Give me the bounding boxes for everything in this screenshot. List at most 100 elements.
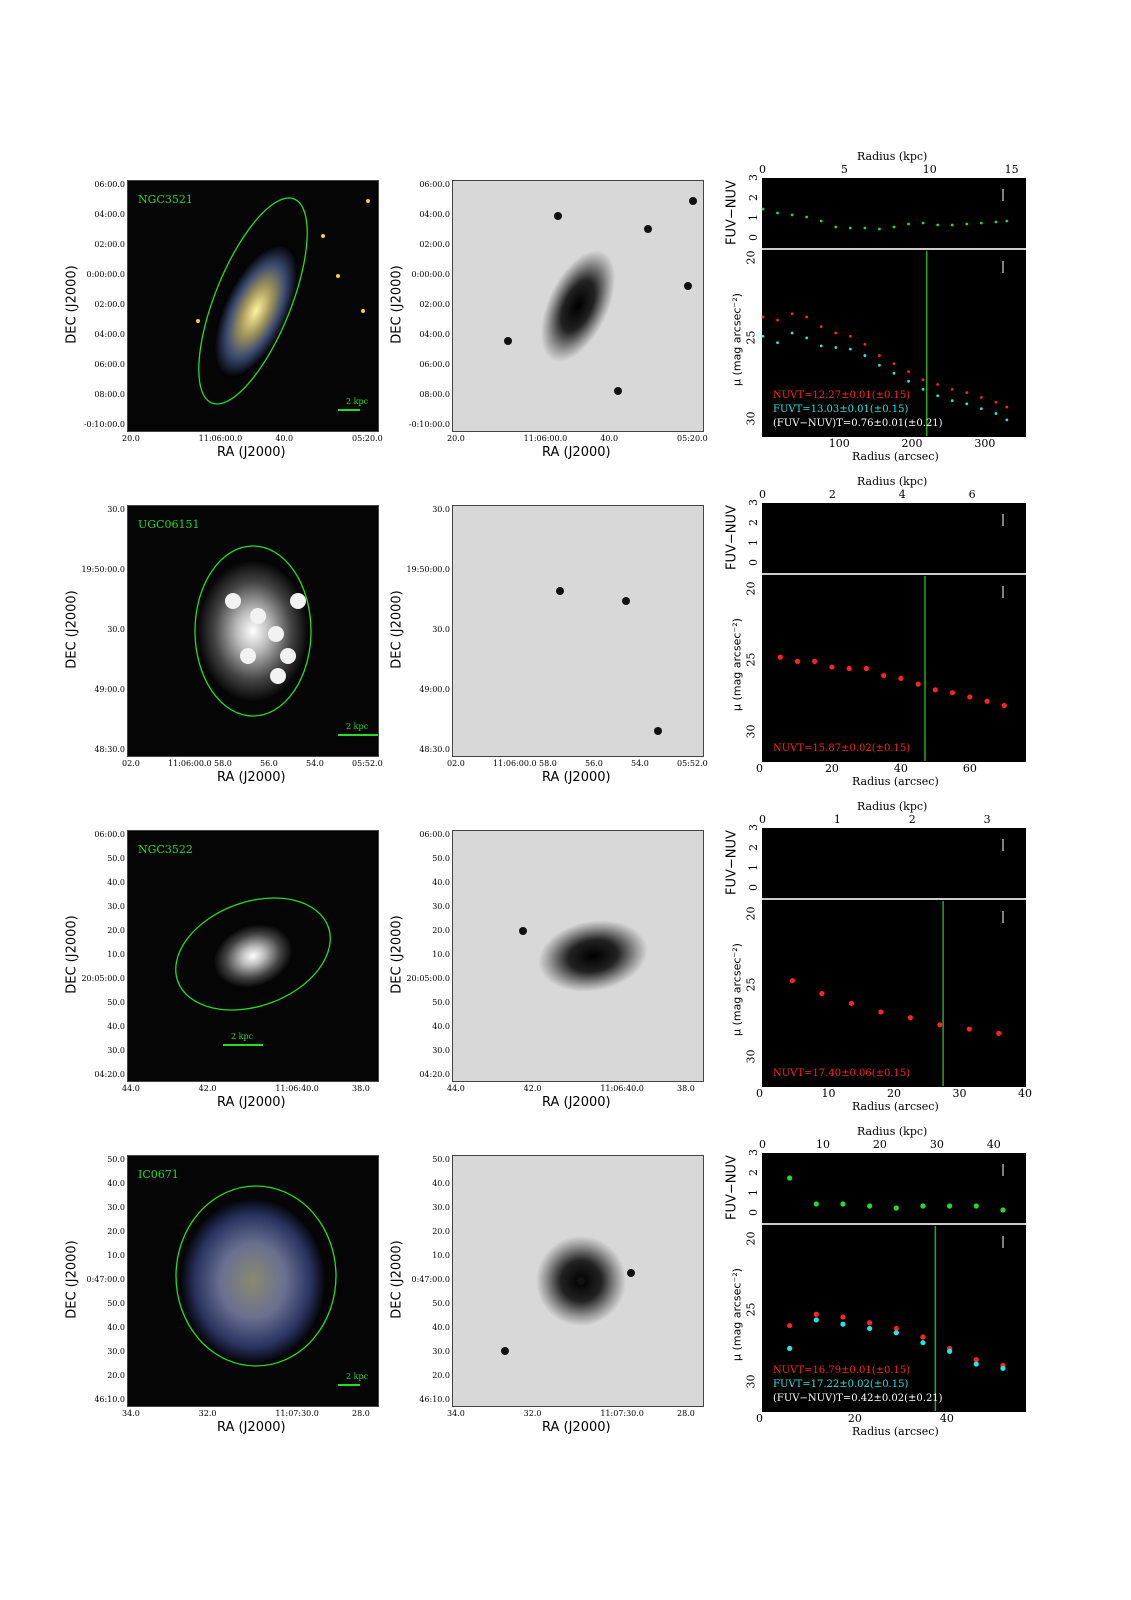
color-tick: 3 xyxy=(747,824,760,831)
data-point xyxy=(812,658,818,664)
optical-dec-tick: 06:00.0 xyxy=(419,830,450,839)
optical-image-canvas xyxy=(504,197,697,395)
mu-plot xyxy=(787,1226,1006,1411)
uv-ra-tick: 32.0 xyxy=(198,1409,217,1418)
data-point xyxy=(805,336,809,340)
color-tick: 2 xyxy=(747,844,760,851)
field-star xyxy=(554,212,562,220)
uv-ra-tick: 38.0 xyxy=(352,1084,370,1093)
field-star xyxy=(501,1347,509,1355)
optical-dec-label: DEC (J2000) xyxy=(389,265,405,344)
arcsec-tick: 20 xyxy=(887,1087,901,1100)
optical-dec-tick: 30.0 xyxy=(432,505,450,514)
arcsec-tick: 20 xyxy=(824,762,839,775)
mu-tick: 20 xyxy=(744,906,758,921)
optical-dec-tick: 50.0 xyxy=(432,1299,450,1308)
scale-bar xyxy=(338,1384,360,1386)
data-point xyxy=(892,371,896,375)
data-point xyxy=(920,1334,926,1340)
data-point xyxy=(878,363,881,367)
uv-ra-label: RA (J2000) xyxy=(217,445,286,460)
uv-dec-tick: 30.0 xyxy=(107,902,125,911)
data-point xyxy=(813,1201,819,1207)
mu-plot xyxy=(789,901,1004,1086)
color-tick: 0 xyxy=(747,1209,760,1216)
uv-ra-label: RA (J2000) xyxy=(217,1095,286,1110)
data-point xyxy=(965,402,969,406)
uv-ra-tick: 28.0 xyxy=(352,1409,370,1418)
data-point xyxy=(1001,702,1007,709)
arcsec-tick: 40 xyxy=(1018,1087,1032,1100)
kpc-tick: 2 xyxy=(828,488,836,501)
arcsec-tick: 0 xyxy=(756,1087,763,1100)
uv-dec-tick: 08:00.0 xyxy=(94,390,125,399)
optical-image xyxy=(452,180,704,432)
aperture-ellipse xyxy=(175,1185,337,1367)
mu-tick: 25 xyxy=(744,977,758,992)
data-point xyxy=(790,213,794,217)
mu-tick: 30 xyxy=(744,411,758,426)
data-point xyxy=(892,362,896,366)
panel-divider xyxy=(762,1223,1026,1225)
optical-dec-tick: 19:50:00.0 xyxy=(406,565,450,574)
optical-ra-tick: 20.0 xyxy=(447,434,465,443)
optical-ra-tick: 56.0 xyxy=(585,759,603,768)
star-forming-knot xyxy=(250,608,266,624)
optical-dec-tick: 10.0 xyxy=(432,950,450,959)
uv-dec-tick: 20.0 xyxy=(107,926,125,935)
uv-image-canvas xyxy=(175,1185,337,1367)
color-tick: 3 xyxy=(747,174,760,181)
data-point xyxy=(898,675,904,682)
mu-axis-label: μ (mag arcsec⁻²) xyxy=(730,942,744,1036)
uv-dec-tick: 40.0 xyxy=(107,878,125,887)
data-point xyxy=(936,394,940,398)
data-point xyxy=(761,207,765,211)
star-forming-knot xyxy=(290,593,306,609)
data-point xyxy=(848,226,852,230)
optical-dec-tick: 40.0 xyxy=(432,1022,450,1031)
uv-ra-tick: 58.0 xyxy=(214,759,232,768)
uv-dec-tick: 20.0 xyxy=(107,1371,125,1380)
data-point xyxy=(973,1357,979,1363)
uv-dec-tick: 10.0 xyxy=(107,1251,125,1260)
data-point xyxy=(1005,405,1009,409)
data-point xyxy=(834,331,838,335)
optical-dec-tick: 10.0 xyxy=(432,1251,450,1260)
data-point xyxy=(947,1348,953,1354)
color-tick: 3 xyxy=(747,1149,760,1156)
kpc-tick: 10 xyxy=(815,1138,830,1151)
kpc-tick: 2 xyxy=(908,813,916,826)
data-point xyxy=(984,698,990,704)
mu-axis-label: μ (mag arcsec⁻²) xyxy=(730,1267,744,1361)
radius-kpc-label: Radius (kpc) xyxy=(857,150,928,163)
data-point xyxy=(893,1330,899,1336)
surface-brightness-panel: NUVT=16.79±0.01(±0.15) FUVT=17.22±0.02(±0… xyxy=(762,1225,1026,1412)
magnitude-annotation: (FUV−NUV)T=0.42±0.02(±0.21) xyxy=(773,1393,943,1404)
data-point xyxy=(994,400,998,404)
kpc-tick: 0 xyxy=(759,163,766,176)
aperture-ellipse xyxy=(175,897,331,1011)
arcsec-tick: 0 xyxy=(756,762,763,775)
uv-dec-tick: 06:00.0 xyxy=(94,830,125,839)
data-point xyxy=(967,694,973,700)
color-tick: 1 xyxy=(747,1189,760,1196)
optical-dec-label: DEC (J2000) xyxy=(389,915,405,994)
data-point xyxy=(834,225,838,229)
color-plot xyxy=(1002,839,1004,851)
optical-ra-tick: 11:07:30.0 xyxy=(600,1409,644,1418)
magnitude-annotation: FUVT=13.03±0.01(±0.15) xyxy=(773,404,909,415)
data-point xyxy=(848,334,852,338)
data-point xyxy=(907,379,910,383)
color-tick: 0 xyxy=(747,559,760,566)
uv-dec-tick: 02:00.0 xyxy=(94,300,125,309)
galaxy-optical xyxy=(538,920,648,992)
data-point xyxy=(789,978,796,984)
arcsec-tick: 60 xyxy=(962,762,977,775)
kpc-tick: 3 xyxy=(983,813,991,826)
uv-ra-tick: 34.0 xyxy=(122,1409,140,1418)
uv-ra-tick: 05:52.0 xyxy=(352,759,383,768)
data-point xyxy=(920,1203,926,1209)
data-point xyxy=(867,1203,873,1209)
uv-image: UGC06151 2 kpc xyxy=(127,505,379,757)
kpc-tick: 15 xyxy=(1004,163,1019,176)
